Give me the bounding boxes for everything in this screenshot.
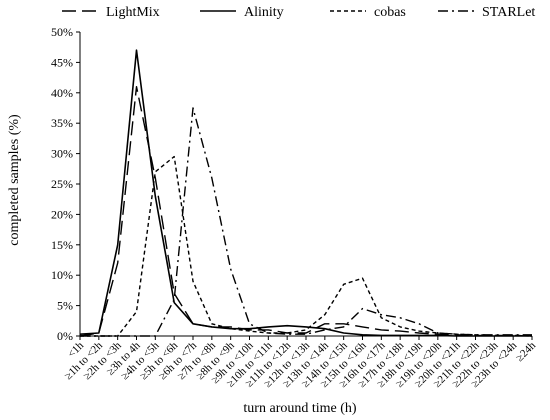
legend-label-lightmix: LightMix: [106, 5, 160, 20]
series-layer: [79, 49, 533, 337]
x-tick-label: ≥24h: [514, 339, 539, 364]
y-tick-label: 35%: [51, 116, 73, 130]
x-axis-label: turn around time (h): [243, 401, 356, 416]
chart-axes: 0%5%10%15%20%25%30%35%40%45%50%<1h≥1h to…: [51, 25, 538, 390]
chart-legend: LightMix Alinity cobas STARLet: [62, 5, 535, 20]
y-axis-label: completed samples (%): [7, 114, 22, 246]
legend-label-alinity: Alinity: [244, 5, 284, 20]
y-tick-label: 20%: [51, 207, 73, 221]
y-tick-label: 40%: [51, 86, 73, 100]
y-tick-label: 5%: [57, 299, 73, 313]
y-tick-label: 30%: [51, 147, 73, 161]
y-tick-label: 25%: [51, 177, 73, 191]
y-tick-label: 10%: [51, 268, 73, 282]
legend-label-cobas: cobas: [374, 5, 406, 20]
y-tick-label: 15%: [51, 238, 73, 252]
series-line-alinity: [79, 49, 532, 337]
y-tick-label: 0%: [57, 329, 73, 343]
y-tick-label: 45%: [51, 55, 73, 69]
legend-label-starlet: STARLet: [482, 5, 535, 20]
series-line-starlet: [80, 107, 532, 337]
series-line-lightmix: [79, 85, 533, 337]
series-line-cobas: [80, 155, 533, 337]
y-tick-label: 50%: [51, 25, 73, 39]
